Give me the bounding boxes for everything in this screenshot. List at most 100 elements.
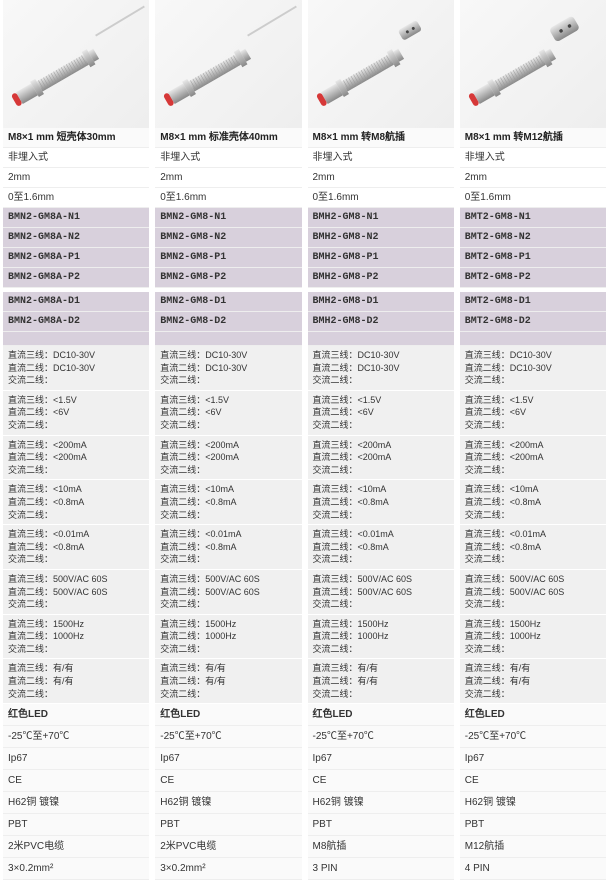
- spec-row: 直流三线：500V/AC 60S 直流二线：500V/AC 60S 交流二线：: [155, 570, 301, 615]
- ce-cert: CE: [155, 770, 301, 792]
- model-number: BMT2-GM8-N2: [460, 228, 606, 248]
- pin-spec: 3×0.2mm²: [155, 858, 301, 880]
- model-number: BMN2-GM8A-D1: [3, 292, 149, 312]
- spec-line-2: 直流二线：<0.8mA: [465, 496, 601, 509]
- model-number: BMT2-GM8-N1: [460, 208, 606, 228]
- ce-cert: CE: [460, 770, 606, 792]
- spec-row: 直流三线：DC10-30V 直流二线：DC10-30V 交流二线：: [308, 346, 454, 391]
- connection-type: M8航插: [308, 836, 454, 858]
- spec-line-3: 交流二线：: [465, 688, 601, 701]
- spec-line-3: 交流二线：: [160, 598, 296, 611]
- model-number: BMH2-GM8-D2: [308, 312, 454, 332]
- spec-line-1: 直流三线：有/有: [465, 662, 601, 675]
- cap-material: PBT: [3, 814, 149, 836]
- spacer: [460, 332, 606, 346]
- spec-line-3: 交流二线：: [160, 509, 296, 522]
- spec-line-2: 直流二线：<0.8mA: [313, 496, 449, 509]
- spec-row: 直流三线：<0.01mA 直流二线：<0.8mA 交流二线：: [460, 525, 606, 570]
- model-number: BMT2-GM8-D2: [460, 312, 606, 332]
- model-number: BMN2-GM8-P1: [155, 248, 301, 268]
- model-number: BMH2-GM8-N2: [308, 228, 454, 248]
- spec-line-2: 直流二线：<0.8mA: [8, 541, 144, 554]
- spec-line-2: 直流二线：1000Hz: [313, 630, 449, 643]
- spec-line-2: 直流二线：<6V: [160, 406, 296, 419]
- model-number: BMH2-GM8-P2: [308, 268, 454, 288]
- model-number: BMN2-GM8A-P2: [3, 268, 149, 288]
- spec-line-1: 直流三线：<1.5V: [313, 394, 449, 407]
- spec-row: 直流三线：1500Hz 直流二线：1000Hz 交流二线：: [155, 615, 301, 660]
- ip-rating: Ip67: [3, 748, 149, 770]
- spec-row: 直流三线：<0.01mA 直流二线：<0.8mA 交流二线：: [3, 525, 149, 570]
- spec-line-1: 直流三线：1500Hz: [465, 618, 601, 631]
- spec-line-3: 交流二线：: [8, 419, 144, 432]
- spec-line-3: 交流二线：: [313, 553, 449, 566]
- spec-line-3: 交流二线：: [8, 688, 144, 701]
- temperature-range: -25℃至+70℃: [155, 726, 301, 748]
- spec-line-2: 直流二线：<0.8mA: [8, 496, 144, 509]
- spec-row: 直流三线：<10mA 直流二线：<0.8mA 交流二线：: [3, 480, 149, 525]
- spacer: [308, 332, 454, 346]
- model-number: BMH2-GM8-D1: [308, 292, 454, 312]
- sensing-distance: 2mm: [155, 168, 301, 188]
- spec-line-1: 直流三线：<1.5V: [160, 394, 296, 407]
- spec-line-1: 直流三线：500V/AC 60S: [160, 573, 296, 586]
- spec-row: 直流三线：<0.01mA 直流二线：<0.8mA 交流二线：: [155, 525, 301, 570]
- spec-line-1: 直流三线：DC10-30V: [8, 349, 144, 362]
- spec-line-3: 交流二线：: [465, 553, 601, 566]
- sensor-image: [3, 0, 149, 128]
- sensing-range: 0至1.6mm: [3, 188, 149, 208]
- spec-row: 直流三线：<1.5V 直流二线：<6V 交流二线：: [155, 391, 301, 436]
- spec-line-1: 直流三线：<0.01mA: [465, 528, 601, 541]
- spec-line-3: 交流二线：: [160, 688, 296, 701]
- spec-line-2: 直流二线：<0.8mA: [160, 541, 296, 554]
- connection-type: 2米PVC电缆: [3, 836, 149, 858]
- spec-line-3: 交流二线：: [313, 509, 449, 522]
- spec-row: 直流三线：<0.01mA 直流二线：<0.8mA 交流二线：: [308, 525, 454, 570]
- spec-line-2: 直流二线：1000Hz: [160, 630, 296, 643]
- spec-line-2: 直流二线：<6V: [465, 406, 601, 419]
- connection-type: 2米PVC电缆: [155, 836, 301, 858]
- spec-line-3: 交流二线：: [160, 374, 296, 387]
- model-number: BMN2-GM8-N1: [155, 208, 301, 228]
- sensing-distance: 2mm: [308, 168, 454, 188]
- model-number: BMT2-GM8-D1: [460, 292, 606, 312]
- sensing-range: 0至1.6mm: [460, 188, 606, 208]
- spec-line-1: 直流三线：<0.01mA: [8, 528, 144, 541]
- spec-line-2: 直流二线：1000Hz: [8, 630, 144, 643]
- spec-line-2: 直流二线：DC10-30V: [8, 362, 144, 375]
- housing-material: H62铜 镀镍: [155, 792, 301, 814]
- spec-row: 直流三线：<200mA 直流二线：<200mA 交流二线：: [3, 436, 149, 481]
- model-number: BMN2-GM8A-N2: [3, 228, 149, 248]
- spec-line-2: 直流二线：DC10-30V: [313, 362, 449, 375]
- pin-spec: 4 PIN: [460, 858, 606, 880]
- spec-line-2: 直流二线：500V/AC 60S: [313, 586, 449, 599]
- spec-line-1: 直流三线：<10mA: [160, 483, 296, 496]
- spec-line-2: 直流二线：<6V: [8, 406, 144, 419]
- spec-line-2: 直流二线：有/有: [160, 675, 296, 688]
- spec-line-2: 直流二线：有/有: [313, 675, 449, 688]
- model-number: BMN2-GM8-N2: [155, 228, 301, 248]
- spacer: [3, 332, 149, 346]
- spec-line-2: 直流二线：500V/AC 60S: [8, 586, 144, 599]
- led-indicator: 红色LED: [460, 704, 606, 726]
- sensor-image: [308, 0, 454, 128]
- spec-line-2: 直流二线：1000Hz: [465, 630, 601, 643]
- spec-row: 直流三线：<200mA 直流二线：<200mA 交流二线：: [308, 436, 454, 481]
- housing-material: H62铜 镀镍: [460, 792, 606, 814]
- spec-row: 直流三线：DC10-30V 直流二线：DC10-30V 交流二线：: [3, 346, 149, 391]
- spec-line-1: 直流三线：<200mA: [465, 439, 601, 452]
- spec-line-1: 直流三线：1500Hz: [8, 618, 144, 631]
- product-title: M8×1 mm 转M12航插: [460, 128, 606, 148]
- spec-line-1: 直流三线：DC10-30V: [160, 349, 296, 362]
- spec-line-1: 直流三线：<200mA: [313, 439, 449, 452]
- spec-row: 直流三线：1500Hz 直流二线：1000Hz 交流二线：: [460, 615, 606, 660]
- spec-line-2: 直流二线：有/有: [8, 675, 144, 688]
- spec-line-1: 直流三线：有/有: [313, 662, 449, 675]
- spec-line-3: 交流二线：: [465, 643, 601, 656]
- model-number: BMN2-GM8A-P1: [3, 248, 149, 268]
- ce-cert: CE: [3, 770, 149, 792]
- spec-line-1: 直流三线：<10mA: [313, 483, 449, 496]
- spec-line-3: 交流二线：: [313, 598, 449, 611]
- spec-row: 直流三线：<1.5V 直流二线：<6V 交流二线：: [308, 391, 454, 436]
- product-column: M8×1 mm 短壳体30mm非埋入式2mm0至1.6mmBMN2-GM8A-N…: [0, 0, 152, 880]
